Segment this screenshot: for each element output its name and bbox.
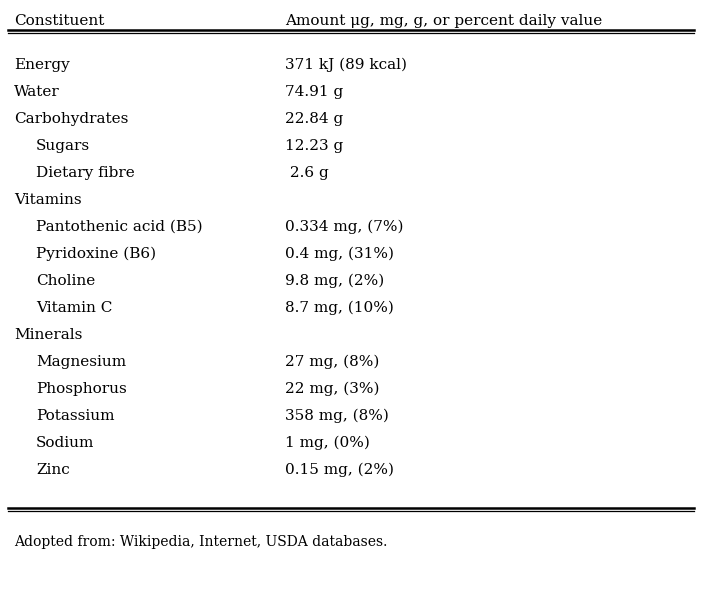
- Text: 9.8 mg, (2%): 9.8 mg, (2%): [285, 274, 384, 288]
- Text: Minerals: Minerals: [14, 328, 82, 342]
- Text: Amount μg, mg, g, or percent daily value: Amount μg, mg, g, or percent daily value: [285, 14, 602, 28]
- Text: 8.7 mg, (10%): 8.7 mg, (10%): [285, 301, 394, 315]
- Text: 1 mg, (0%): 1 mg, (0%): [285, 436, 370, 450]
- Text: 0.334 mg, (7%): 0.334 mg, (7%): [285, 220, 404, 234]
- Text: 0.15 mg, (2%): 0.15 mg, (2%): [285, 463, 394, 477]
- Text: 0.4 mg, (31%): 0.4 mg, (31%): [285, 247, 394, 261]
- Text: 371 kJ (89 kcal): 371 kJ (89 kcal): [285, 58, 407, 72]
- Text: 27 mg, (8%): 27 mg, (8%): [285, 355, 379, 370]
- Text: 358 mg, (8%): 358 mg, (8%): [285, 409, 389, 423]
- Text: Constituent: Constituent: [14, 14, 105, 28]
- Text: Potassium: Potassium: [36, 409, 114, 423]
- Text: 22 mg, (3%): 22 mg, (3%): [285, 382, 380, 396]
- Text: Sodium: Sodium: [36, 436, 94, 450]
- Text: 22.84 g: 22.84 g: [285, 112, 343, 126]
- Text: Pyridoxine (B6): Pyridoxine (B6): [36, 247, 156, 261]
- Text: Choline: Choline: [36, 274, 95, 288]
- Text: Vitamin C: Vitamin C: [36, 301, 112, 315]
- Text: Sugars: Sugars: [36, 139, 90, 153]
- Text: Vitamins: Vitamins: [14, 193, 81, 207]
- Text: Magnesium: Magnesium: [36, 355, 126, 369]
- Text: Water: Water: [14, 85, 60, 99]
- Text: Zinc: Zinc: [36, 463, 69, 477]
- Text: Energy: Energy: [14, 58, 69, 72]
- Text: 74.91 g: 74.91 g: [285, 85, 343, 99]
- Text: Adopted from: Wikipedia, Internet, USDA databases.: Adopted from: Wikipedia, Internet, USDA …: [14, 535, 388, 549]
- Text: 2.6 g: 2.6 g: [285, 166, 329, 180]
- Text: Carbohydrates: Carbohydrates: [14, 112, 128, 126]
- Text: Dietary fibre: Dietary fibre: [36, 166, 135, 180]
- Text: Phosphorus: Phosphorus: [36, 382, 127, 396]
- Text: Pantothenic acid (B5): Pantothenic acid (B5): [36, 220, 203, 234]
- Text: 12.23 g: 12.23 g: [285, 139, 343, 153]
